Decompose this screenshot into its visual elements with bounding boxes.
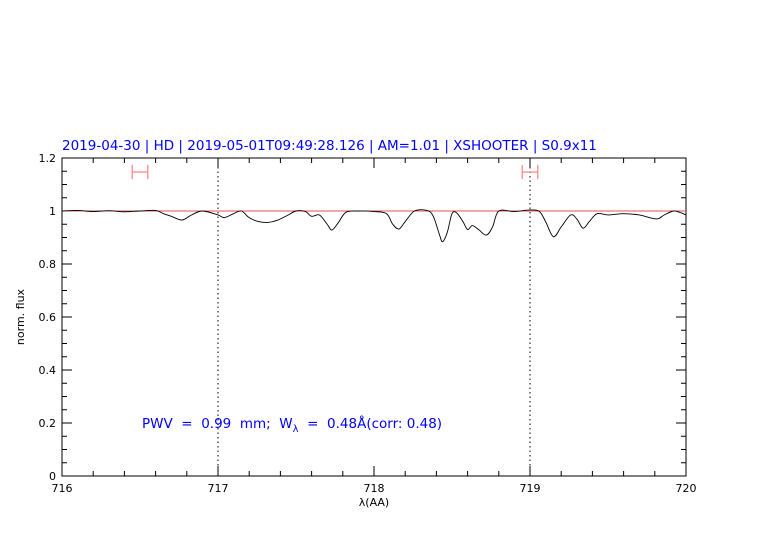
annotation-subscript: λ [293, 424, 299, 435]
error-bar [131, 165, 149, 180]
y-tick-label: 0 [49, 470, 56, 483]
y-tick-label: 1 [49, 205, 56, 218]
x-tick-label: 720 [676, 482, 697, 495]
y-tick-label: 0.4 [39, 364, 57, 377]
y-axis-label: norm. flux [14, 288, 27, 345]
x-tick-label: 716 [52, 482, 73, 495]
error-bar [521, 165, 539, 180]
annotation-suffix: = 0.48Å(corr: 0.48) [299, 415, 443, 432]
spectrum-line [61, 209, 687, 243]
x-tick-label: 719 [520, 482, 541, 495]
x-tick-label: 718 [364, 482, 385, 495]
y-tick-label: 0.8 [39, 258, 57, 271]
x-tick-label: 717 [208, 482, 229, 495]
pwv-annotation: PWV = 0.99 mm; Wλ = 0.48Å(corr: 0.48) [142, 415, 442, 435]
chart-title: 2019-04-30 | HD | 2019-05-01T09:49:28.12… [62, 138, 597, 154]
y-tick-label: 0.6 [39, 311, 57, 324]
x-axis-label: λ(AA) [359, 496, 389, 509]
annotation-prefix: PWV = 0.99 mm; W [142, 416, 293, 432]
y-tick-label: 1.2 [39, 152, 57, 165]
y-tick-label: 0.2 [39, 417, 57, 430]
